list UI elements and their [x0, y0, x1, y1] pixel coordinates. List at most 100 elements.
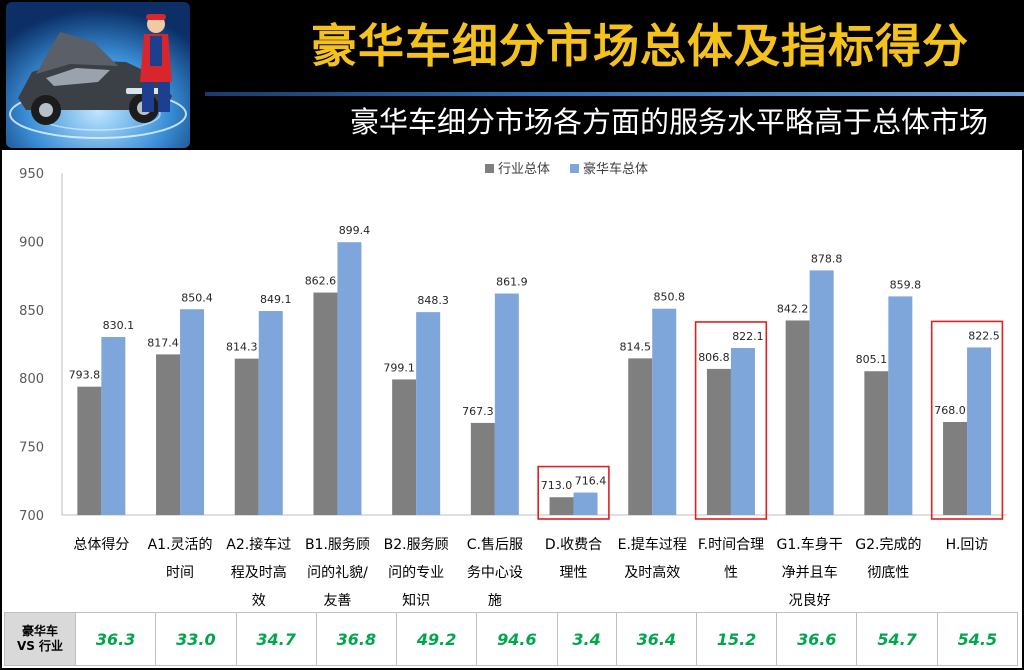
data-label-industry: 806.8: [698, 351, 730, 364]
difference-row-header-line1: 豪华车: [21, 624, 58, 638]
bar-luxury: [180, 309, 205, 515]
bar-luxury: [494, 293, 519, 515]
bar-industry: [785, 320, 810, 515]
x-tick-label: A2.接车过: [226, 536, 291, 553]
x-tick-label: 时间: [166, 565, 194, 581]
highlight-box: [537, 465, 610, 520]
x-tick-label: 净并且车: [782, 564, 838, 581]
bar-luxury: [337, 242, 362, 515]
bar-industry: [549, 497, 574, 515]
data-label-industry: 713.0: [541, 479, 573, 492]
y-tick-label: 850: [19, 304, 44, 319]
slide-subtitle: 豪华车细分市场各方面的服务水平略高于总体市场: [349, 105, 988, 139]
x-tick-label: 彻底性: [867, 565, 909, 581]
y-tick-label: 900: [19, 235, 44, 250]
bar-industry: [156, 354, 181, 515]
data-label-luxury: 861.9: [496, 276, 528, 289]
x-tick-label: 友善: [323, 593, 351, 609]
title-divider: [205, 92, 1024, 96]
bar-industry: [706, 368, 731, 515]
y-tick-label: 750: [19, 441, 44, 456]
bars: [77, 242, 992, 515]
x-tick-label: 问的礼貌/: [307, 565, 368, 581]
x-tick-label: 况良好: [789, 593, 831, 609]
bar-industry: [234, 358, 259, 515]
x-tick-label: B1.服务顾: [305, 537, 370, 553]
bar-industry: [628, 358, 653, 515]
x-tick-label: G2.完成的: [855, 537, 921, 553]
slide-title: 豪华车细分市场总体及指标得分: [311, 19, 969, 73]
data-label-luxury: 850.8: [654, 291, 686, 304]
data-label-industry: 817.4: [147, 336, 179, 349]
difference-cell: 54.7: [856, 612, 938, 666]
bar-chart: 700 750 800 850 900 950 793.8 830.1 817.4 850.4 8…: [19, 161, 1007, 609]
bar-industry: [470, 422, 495, 515]
difference-row: 豪华车 VS 行业 36.3 33.0 34.7 36.8 49.2 94.6 …: [4, 612, 1019, 666]
bar-luxury: [258, 311, 283, 515]
highlight-boxes: [537, 320, 1004, 520]
data-label-industry: 793.8: [69, 369, 101, 382]
data-label-industry: 814.5: [620, 340, 652, 353]
slide-header: 豪华车细分市场总体及指标得分 豪华车细分市场各方面的服务水平略高于总体市场: [0, 0, 1024, 150]
bar-luxury: [101, 337, 126, 515]
x-tick-label: E.提车过程: [618, 536, 687, 553]
legend-swatch-industry: [485, 164, 494, 173]
x-tick-label: 理性: [560, 565, 588, 581]
data-label-luxury: 878.8: [811, 252, 843, 265]
y-tick-label: 950: [19, 167, 44, 182]
bar-industry: [864, 371, 889, 515]
difference-row-header: 豪华车 VS 行业: [4, 612, 76, 666]
data-label-luxury: 859.8: [890, 278, 922, 291]
data-label-luxury: 822.1: [732, 330, 764, 343]
bar-luxury: [416, 312, 441, 515]
highlight-box: [694, 321, 768, 520]
data-label-industry: 862.6: [305, 275, 337, 288]
highlight-box: [930, 320, 1004, 520]
data-label-luxury: 850.4: [181, 291, 213, 304]
difference-table: 豪华车 VS 行业 36.3 33.0 34.7 36.8 49.2 94.6 …: [4, 612, 1019, 666]
x-tick-label: G1.车身干: [777, 536, 843, 553]
data-label-luxury: 849.1: [260, 293, 292, 306]
legend-label-luxury: 豪华车总体: [583, 161, 648, 177]
y-tick-label: 800: [19, 372, 44, 387]
difference-cell: 33.0: [155, 612, 237, 666]
x-tick-label: C.售后服: [467, 537, 523, 553]
data-label-luxury: 822.5: [968, 329, 1000, 342]
x-tick-label: 性: [724, 565, 738, 581]
data-label-industry: 805.1: [856, 353, 888, 366]
data-labels: 793.8 830.1 817.4 850.4 814.3 849.1 862.6 899.4…: [69, 224, 1000, 492]
difference-cell: 36.8: [315, 612, 398, 666]
bar-luxury: [809, 270, 834, 515]
difference-cell: 15.2: [695, 612, 778, 666]
bar-industry: [392, 379, 417, 515]
x-tick-label: 及时高效: [624, 564, 680, 581]
chart-panel: 700 750 800 850 900 950 793.8 830.1 817.4 850.4 8…: [2, 150, 1022, 668]
x-tick-label: 总体得分: [73, 536, 129, 553]
bar-industry: [313, 292, 338, 515]
bar-luxury: [888, 296, 913, 515]
x-tick-label: B2.服务顾: [384, 537, 449, 553]
difference-cell: 3.4: [556, 612, 617, 666]
legend: 行业总体 豪华车总体: [485, 161, 648, 177]
difference-cell: 49.2: [395, 612, 478, 666]
data-label-luxury: 899.4: [339, 224, 371, 237]
x-tick-label: 问的专业: [388, 565, 444, 581]
difference-cell: 36.3: [74, 612, 157, 666]
bar-luxury: [730, 347, 755, 515]
legend-swatch-luxury: [570, 164, 579, 173]
bar-luxury: [967, 347, 992, 515]
x-tick-label: F.时间合理: [698, 537, 764, 553]
difference-cell: 34.7: [235, 612, 317, 666]
x-tick-label: 施: [488, 593, 502, 609]
y-tick-label: 700: [19, 509, 44, 524]
difference-cell: 94.6: [476, 612, 558, 666]
x-tick-label: 程及时高: [231, 564, 287, 581]
difference-cell: 36.4: [615, 612, 697, 666]
difference-cell: 54.5: [936, 612, 1019, 666]
data-label-industry: 842.2: [777, 302, 809, 315]
data-label-industry: 768.0: [934, 404, 966, 417]
bar-luxury: [652, 308, 677, 515]
data-label-industry: 767.3: [462, 405, 494, 418]
x-tick-label: 知识: [402, 592, 430, 609]
